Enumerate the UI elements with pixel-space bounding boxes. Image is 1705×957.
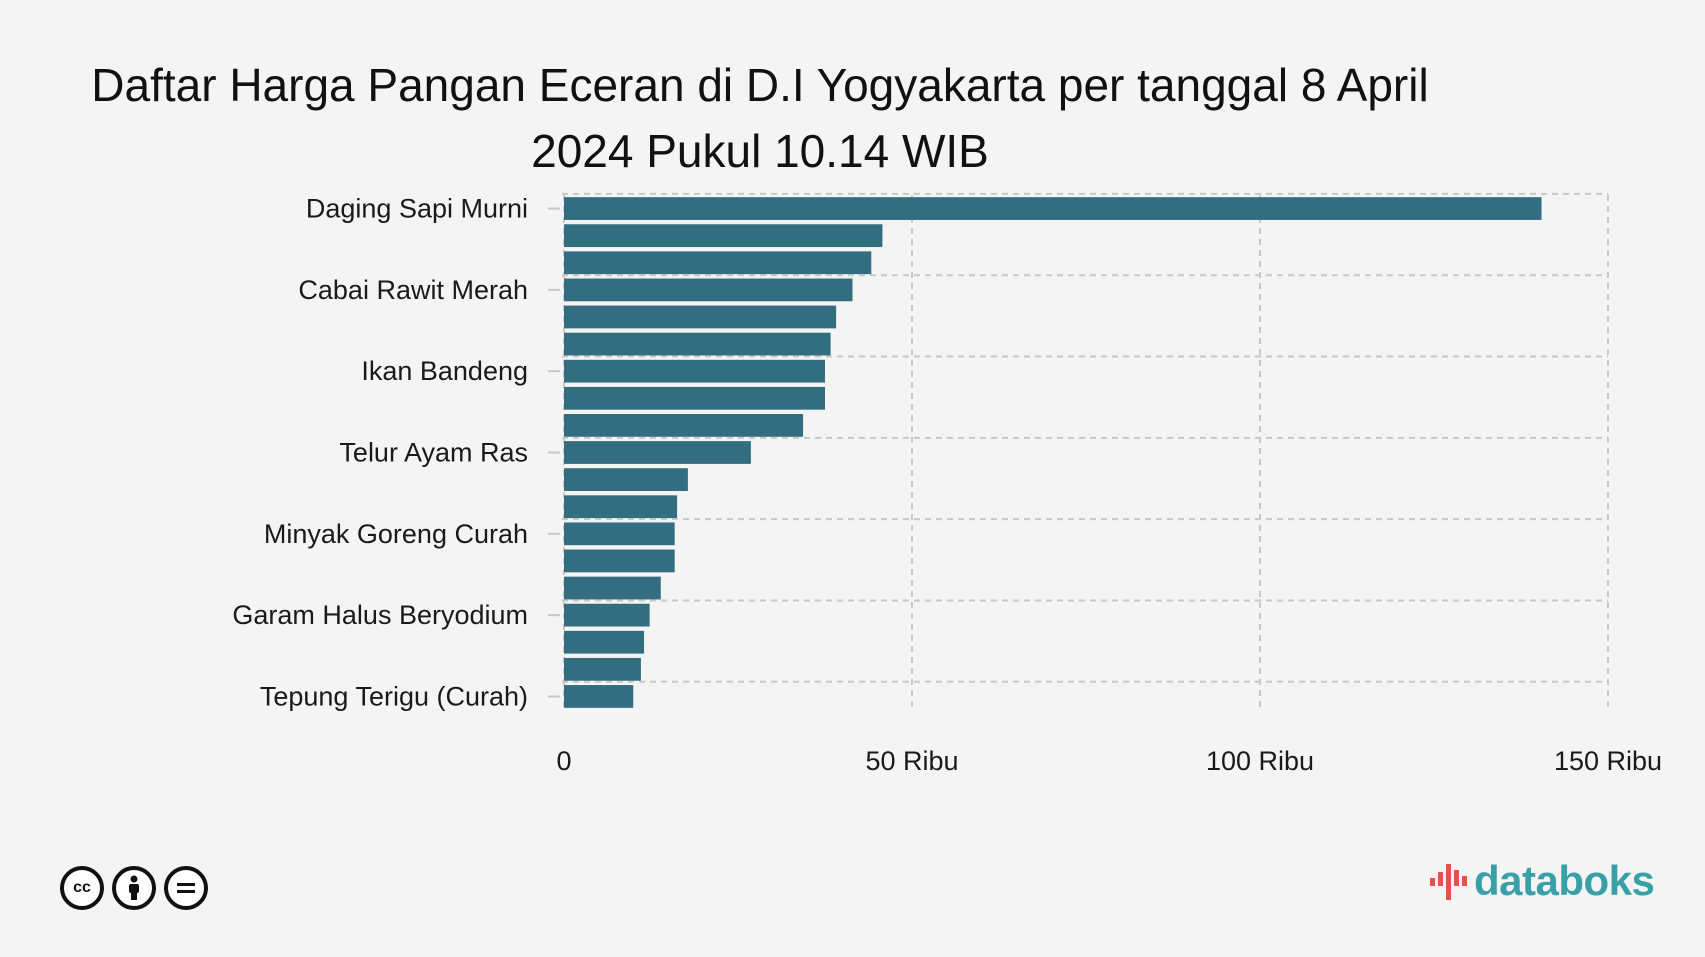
category-label: Minyak Goreng Curah [264, 519, 528, 549]
bar[interactable] [564, 278, 853, 302]
chart-title: Daftar Harga Pangan Eceran di D.I Yogyak… [91, 59, 1429, 177]
category-label: Daging Sapi Murni [306, 194, 528, 224]
bars [564, 197, 1542, 708]
bar[interactable] [564, 576, 661, 600]
license-badges: cc [60, 866, 208, 910]
cc-icon: cc [60, 866, 104, 910]
bar[interactable] [564, 630, 645, 654]
bar[interactable] [564, 359, 825, 383]
bar[interactable] [564, 332, 831, 356]
bar[interactable] [564, 657, 641, 681]
category-labels: Daging Sapi Murni Cabai Rawit Merah Ikan B… [232, 194, 560, 711]
bar[interactable] [564, 685, 634, 708]
bar[interactable] [564, 224, 883, 248]
bar[interactable] [564, 522, 675, 546]
databoks-logo: databoks [1428, 857, 1655, 905]
category-label: Telur Ayam Ras [339, 438, 528, 468]
x-tick-label: 100 Ribu [1206, 746, 1314, 776]
x-axis-ticks: 0 50 Ribu 100 Ribu 150 Ribu [556, 746, 1662, 776]
bar[interactable] [564, 603, 650, 627]
x-tick-label: 150 Ribu [1554, 746, 1662, 776]
bar[interactable] [564, 197, 1542, 220]
brand-name: databoks [1474, 857, 1655, 904]
bar[interactable] [564, 549, 675, 573]
category-label: Ikan Bandeng [361, 356, 528, 386]
bar[interactable] [564, 305, 837, 329]
by-icon [112, 866, 156, 910]
bar[interactable] [564, 495, 678, 519]
x-tick-label: 0 [556, 746, 571, 776]
bar[interactable] [564, 386, 825, 410]
category-label: Garam Halus Beryodium [232, 600, 528, 630]
databoks-mark-icon [1430, 864, 1467, 900]
category-label: Tepung Terigu (Curah) [260, 681, 528, 711]
bar[interactable] [564, 441, 751, 464]
grid-lines [562, 192, 1609, 710]
bar[interactable] [564, 468, 688, 491]
nd-icon [164, 866, 208, 910]
category-label: Cabai Rawit Merah [298, 275, 528, 305]
bar[interactable] [564, 251, 872, 275]
bar[interactable] [564, 414, 804, 437]
x-tick-label: 50 Ribu [865, 746, 958, 776]
